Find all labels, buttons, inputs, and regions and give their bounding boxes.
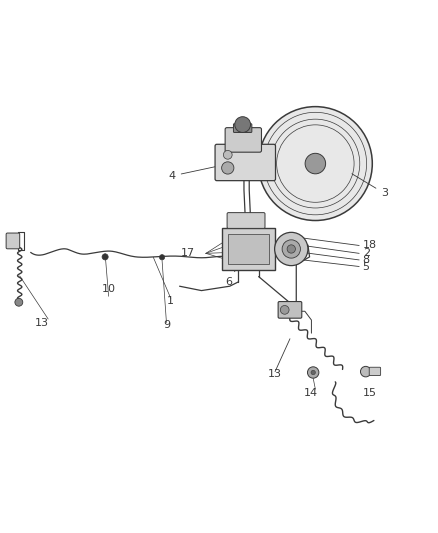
Text: 18: 18	[363, 240, 377, 251]
Circle shape	[159, 255, 165, 260]
Circle shape	[222, 162, 234, 174]
FancyBboxPatch shape	[222, 228, 275, 270]
Circle shape	[15, 298, 23, 306]
FancyBboxPatch shape	[215, 144, 276, 181]
Text: 14: 14	[304, 387, 318, 398]
Circle shape	[258, 107, 372, 221]
Text: 3: 3	[352, 174, 388, 198]
Text: 6: 6	[226, 262, 240, 287]
FancyBboxPatch shape	[225, 128, 261, 152]
Circle shape	[305, 154, 325, 174]
Circle shape	[275, 232, 308, 265]
Circle shape	[223, 150, 232, 159]
Text: 2: 2	[363, 248, 370, 259]
Circle shape	[311, 370, 315, 375]
FancyBboxPatch shape	[227, 213, 265, 229]
Text: 4: 4	[169, 164, 227, 181]
Text: 8: 8	[363, 255, 370, 265]
Circle shape	[102, 254, 108, 260]
Circle shape	[360, 366, 371, 377]
Text: 17: 17	[181, 248, 195, 259]
Text: 1: 1	[167, 296, 174, 306]
Text: 13: 13	[268, 369, 282, 379]
FancyBboxPatch shape	[233, 124, 252, 133]
Text: 9: 9	[163, 320, 170, 330]
Circle shape	[235, 117, 251, 133]
FancyBboxPatch shape	[228, 233, 269, 264]
Text: 5: 5	[363, 262, 370, 271]
Text: 13: 13	[35, 318, 49, 328]
Text: 15: 15	[363, 387, 377, 398]
Circle shape	[287, 245, 296, 253]
Circle shape	[282, 240, 300, 258]
FancyBboxPatch shape	[278, 302, 302, 318]
FancyBboxPatch shape	[369, 367, 381, 376]
Circle shape	[307, 367, 319, 378]
Text: 10: 10	[102, 284, 116, 294]
Circle shape	[280, 305, 289, 314]
FancyBboxPatch shape	[6, 233, 20, 249]
